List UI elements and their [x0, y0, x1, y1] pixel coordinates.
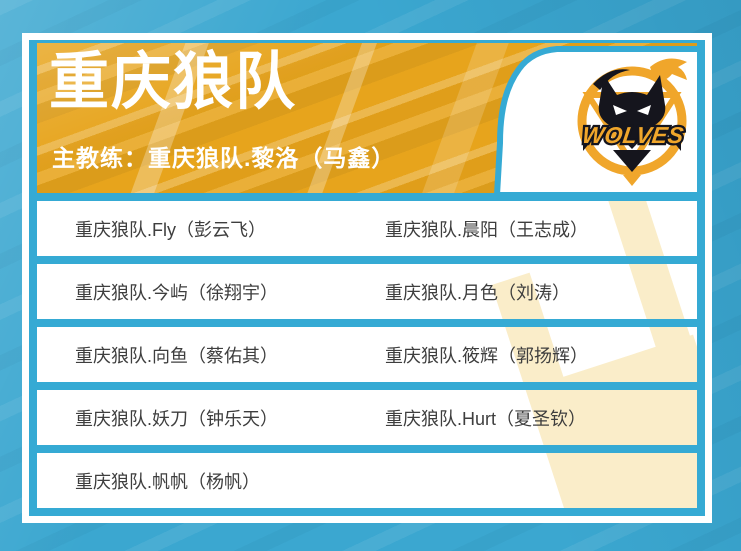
team-name: 重庆狼队 [49, 46, 297, 117]
roster-row: 重庆狼队.妖刀（钟乐天） 重庆狼队.Hurt（夏圣钦） [37, 390, 697, 445]
player-name: 重庆狼队.向鱼（蔡佑其） [75, 345, 278, 366]
roster-row: 重庆狼队.向鱼（蔡佑其） 重庆狼队.筱辉（郭扬辉） [37, 327, 697, 382]
wolves-logo-icon: WOLVES [577, 58, 688, 186]
wolves-logo-text: WOLVES [581, 122, 686, 148]
row-separator [37, 319, 697, 327]
coach-line: 主教练：重庆狼队.黎洛（马鑫） [52, 145, 396, 171]
team-roster-card: 重庆狼队 主教练：重庆狼队.黎洛（马鑫） [22, 33, 712, 523]
player-name: 重庆狼队.Fly（彭云飞） [75, 219, 266, 240]
player-name: 重庆狼队.晨阳（王志成） [385, 219, 588, 240]
row-separator [37, 445, 697, 453]
row-separator [37, 382, 697, 390]
team-header: 重庆狼队 主教练：重庆狼队.黎洛（马鑫） [37, 43, 697, 193]
roster-row: 重庆狼队.Fly（彭云飞） 重庆狼队.晨阳（王志成） [37, 201, 697, 256]
player-name: 重庆狼队.妖刀（钟乐天） [75, 408, 278, 429]
logo-panel: WOLVES [494, 46, 697, 193]
player-name: 重庆狼队.帆帆（杨帆） [75, 471, 260, 492]
player-name: 重庆狼队.月色（刘涛） [385, 282, 570, 303]
row-separator [37, 256, 697, 264]
player-name: 重庆狼队.Hurt（夏圣钦） [385, 408, 587, 429]
player-name: 重庆狼队.今屿（徐翔宇） [75, 282, 278, 303]
roster-row: 重庆狼队.帆帆（杨帆） [37, 453, 697, 508]
roster-list: 重庆狼队.Fly（彭云飞） 重庆狼队.晨阳（王志成） 重庆狼队.今屿（徐翔宇） … [37, 201, 697, 508]
player-name: 重庆狼队.筱辉（郭扬辉） [385, 345, 588, 366]
logo-panel-shape [494, 46, 697, 193]
roster-row: 重庆狼队.今屿（徐翔宇） 重庆狼队.月色（刘涛） [37, 264, 697, 319]
